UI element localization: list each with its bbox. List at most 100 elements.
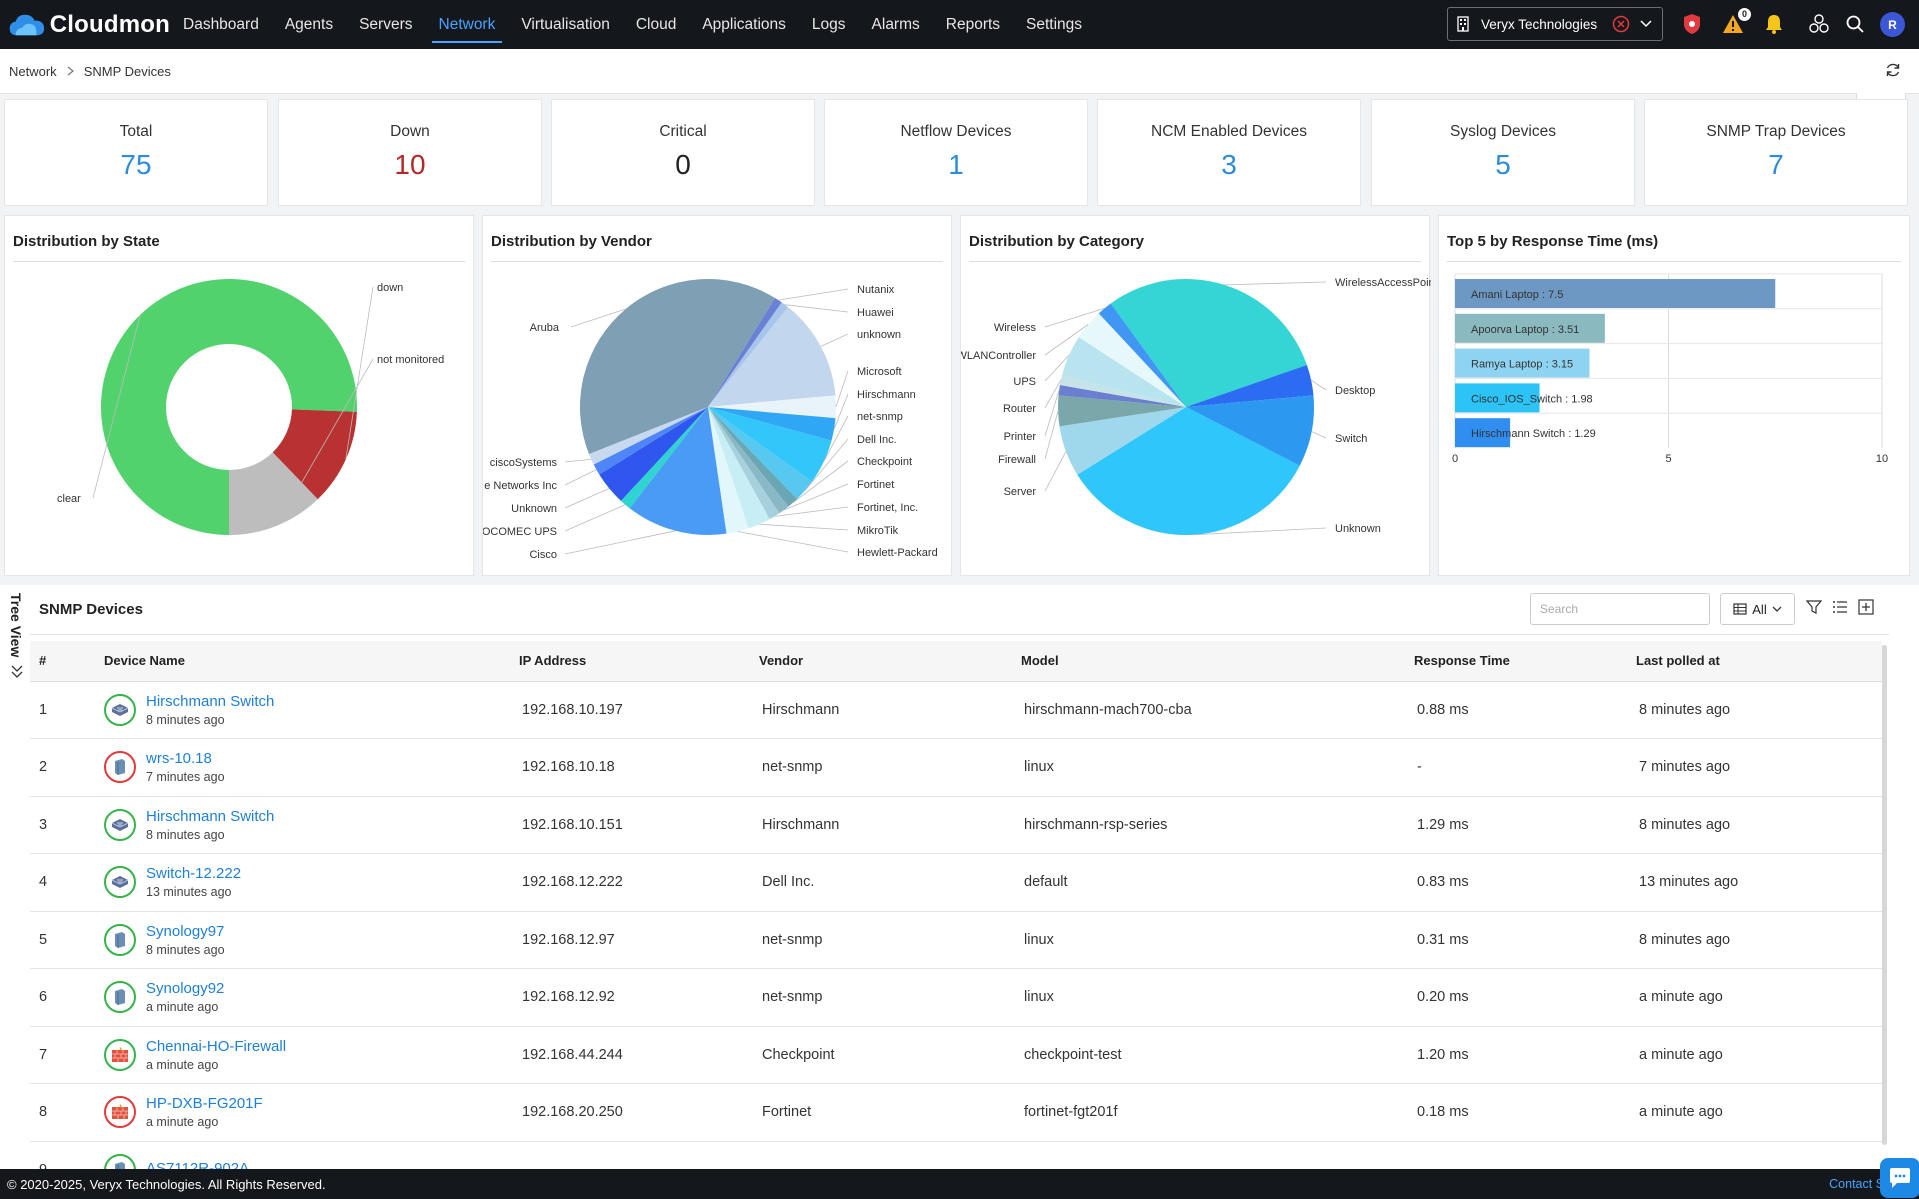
pie-slice-firewall[interactable] [1058, 395, 1186, 427]
clear-selection-icon[interactable] [1612, 15, 1630, 33]
bar-hirschmann-switch[interactable] [1455, 418, 1511, 448]
column-header[interactable]: # [30, 641, 95, 682]
nav-item-alarms[interactable]: Alarms [871, 16, 920, 33]
table-scrollbar[interactable] [1882, 645, 1887, 1145]
logo[interactable]: Cloudmon [0, 10, 170, 40]
pie-slice-huawei[interactable] [708, 302, 789, 407]
pie-slice-unknown[interactable] [599, 407, 708, 501]
pie-slice-server[interactable] [1059, 407, 1186, 475]
table-row[interactable]: 5 Synology97 8 minutes ago 192.168.12.97 net… [30, 911, 1882, 969]
add-device-icon[interactable] [1858, 599, 1874, 615]
filter-icon[interactable] [1806, 599, 1822, 615]
stat-card-snmp-trap-devices[interactable]: SNMP Trap Devices 7 [1644, 99, 1908, 206]
pie-slice-socomec-ups[interactable] [620, 407, 708, 509]
table-row[interactable]: 3 Hirschmann Switch 8 minutes ago 192.168.1… [30, 796, 1882, 854]
pie-slice-switch[interactable] [1186, 395, 1314, 466]
stat-card-netflow-devices[interactable]: Netflow Devices 1 [824, 99, 1088, 206]
pie-slice-unknown[interactable] [1077, 407, 1300, 535]
pie-slice-desktop[interactable] [1186, 364, 1314, 407]
nav-item-logs[interactable]: Logs [811, 16, 846, 33]
nav-item-servers[interactable]: Servers [359, 16, 413, 33]
pie-slice-checkpoint[interactable] [708, 407, 798, 507]
pie-slice-aruba[interactable] [580, 279, 776, 455]
refresh-icon[interactable] [1885, 62, 1901, 78]
nav-item-cloud[interactable]: Cloud [635, 16, 677, 33]
nav-item-applications[interactable]: Applications [702, 16, 786, 33]
pie-slice-hirschmann[interactable] [708, 407, 836, 441]
device-name-link[interactable]: Synology97 [146, 922, 225, 940]
stat-card-down[interactable]: Down 10 [278, 99, 542, 206]
bar-apoorva-laptop[interactable] [1455, 313, 1605, 343]
column-header[interactable]: Vendor [750, 641, 1012, 682]
table-row[interactable]: 2 wrs-10.18 7 minutes ago 192.168.10.18 net-… [30, 739, 1882, 796]
pie-slice-wirelessaccesspoint[interactable] [1110, 279, 1307, 407]
stat-card-total[interactable]: Total 75 [4, 99, 268, 206]
pie-slice-cisco[interactable] [629, 407, 727, 535]
device-name-link[interactable]: Synology92 [146, 980, 225, 998]
pie-slice-fortinet-inc-[interactable] [708, 407, 780, 520]
pie-slice-microsoft[interactable] [708, 395, 836, 419]
pie-slice-down[interactable] [272, 409, 357, 500]
nav-item-virtualisation[interactable]: Virtualisation [521, 16, 610, 33]
breadcrumb-parent[interactable]: Network [9, 63, 57, 79]
device-name-link[interactable]: wrs-10.18 [146, 750, 212, 768]
nav-item-network[interactable]: Network [426, 0, 509, 49]
pie-slice-fortinet[interactable] [708, 407, 789, 514]
column-header[interactable]: Response Time [1405, 641, 1627, 682]
notification-bell-icon[interactable] [1762, 12, 1786, 36]
search-input[interactable] [1530, 593, 1710, 625]
chevron-down-icon[interactable] [1640, 20, 1652, 28]
chat-button[interactable] [1880, 1158, 1919, 1198]
pie-slice-ciscosystems[interactable] [588, 407, 708, 465]
warning-alert-icon[interactable]: 0 [1721, 8, 1751, 36]
pie-slice-router[interactable] [1059, 374, 1186, 407]
column-header[interactable]: IP Address [510, 641, 750, 682]
pie-slice-not-monitored[interactable] [229, 452, 318, 535]
table-row[interactable]: 8 HP-DXB-FG201F a minute ago 192.168.20.250… [30, 1084, 1882, 1141]
nav-item-reports[interactable]: Reports [945, 16, 1001, 33]
pie-slice-nutanix[interactable] [708, 297, 782, 407]
device-name-link[interactable]: Switch-12.222 [146, 865, 242, 883]
view-filter-select[interactable]: All [1720, 593, 1795, 625]
integrations-icon[interactable] [1807, 12, 1831, 36]
nav-item-dashboard[interactable]: Dashboard [183, 16, 259, 33]
user-avatar[interactable]: R [1880, 12, 1905, 37]
pie-slice-e-networks-inc[interactable] [593, 407, 708, 475]
column-header[interactable]: Last polled at [1627, 641, 1882, 682]
pie-slice-unknown[interactable] [708, 307, 836, 407]
pie-slice-hewlett-packard[interactable] [708, 407, 749, 534]
pie-slice-wireless[interactable] [1098, 303, 1186, 407]
column-list-icon[interactable] [1832, 599, 1848, 615]
security-shield-icon[interactable] [1680, 12, 1704, 36]
stat-card-ncm-enabled-devices[interactable]: NCM Enabled Devices 3 [1097, 99, 1361, 206]
device-name-link[interactable]: Chennai-HO-Firewall [146, 1037, 287, 1055]
stat-card-syslog-devices[interactable]: Syslog Devices 5 [1371, 99, 1635, 206]
stat-card-critical[interactable]: Critical 0 [551, 99, 815, 206]
pie-slice-net-snmp[interactable] [708, 407, 832, 482]
nav-item-agents[interactable]: Agents [284, 16, 334, 33]
pie-slice-ups[interactable] [1062, 337, 1186, 407]
column-header[interactable]: Model [1012, 641, 1405, 682]
pie-slice-mikrotik[interactable] [708, 407, 770, 529]
organization-select[interactable]: Veryx Technologies [1447, 7, 1663, 41]
device-name-link[interactable]: Hirschmann Switch [146, 692, 275, 710]
pie-slice-dell-inc-[interactable] [708, 407, 812, 499]
pie-slice-clear[interactable] [101, 279, 358, 535]
search-icon[interactable] [1843, 12, 1867, 36]
nav-item-settings[interactable]: Settings [1026, 16, 1083, 33]
bar-ramya-laptop[interactable] [1455, 348, 1590, 378]
device-name-link[interactable]: Hirschmann Switch [146, 807, 275, 825]
pie-slice-wlancontroller[interactable] [1078, 313, 1186, 407]
pie-slice-printer[interactable] [1058, 385, 1186, 407]
contact-support-link[interactable]: Contact Su [1829, 1177, 1891, 1191]
pie-label: Server [1004, 486, 1037, 498]
table-row[interactable]: 7 Chennai-HO-Firewall a minute ago 192.168.… [30, 1026, 1882, 1084]
table-row[interactable]: 1 Hirschmann Switch 8 minutes ago 192.168.1… [30, 681, 1882, 739]
bar-amani-laptop[interactable] [1455, 279, 1776, 308]
bar-cisco-ios-switch[interactable] [1455, 383, 1540, 413]
column-header[interactable]: Device Name [95, 641, 510, 682]
tree-view-toggle[interactable]: Tree View [4, 585, 30, 1169]
device-name-link[interactable]: HP-DXB-FG201F [146, 1095, 263, 1113]
table-row[interactable]: 4 Switch-12.222 13 minutes ago 192.168.12.2… [30, 854, 1882, 911]
table-row[interactable]: 6 Synology92 a minute ago 192.168.12.92 net-… [30, 969, 1882, 1026]
